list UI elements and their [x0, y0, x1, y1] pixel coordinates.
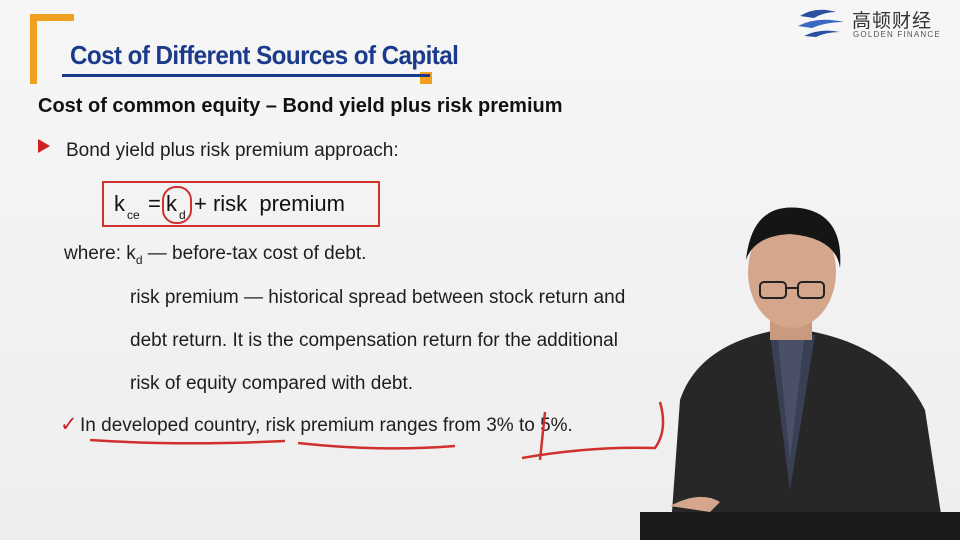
- presenter-figure: [640, 207, 960, 540]
- where-rest: — before-tax cost of debt.: [142, 243, 367, 264]
- slide-title: Cost of Different Sources of Capital: [70, 40, 459, 70]
- formula-rhs: + risk premium: [194, 191, 345, 216]
- where-prefix: where: k: [64, 243, 136, 264]
- check-mark-icon: ✓: [60, 413, 78, 436]
- definition-line-1: risk premium — historical spread between…: [130, 287, 626, 308]
- formula-lhs-sub: ce: [127, 208, 140, 222]
- formula-kd-sub: d: [179, 208, 186, 222]
- corner-bracket: [30, 14, 74, 84]
- title-underline: [62, 74, 430, 77]
- last-line: In developed country, risk premium range…: [80, 415, 573, 436]
- definition-line-2: debt return. It is the compensation retu…: [130, 330, 618, 351]
- arrow-bullet-icon: [38, 139, 50, 153]
- formula-equals: =: [148, 191, 161, 216]
- formula-kd: k: [166, 191, 177, 216]
- underline-developed-country: [89, 438, 286, 445]
- where-line: where: kd — before-tax cost of debt.: [64, 243, 366, 267]
- formula-lhs: k: [114, 191, 125, 216]
- definition-line-3: risk of equity compared with debt.: [130, 373, 414, 394]
- logo-chinese-text: 高顿财经: [852, 11, 933, 32]
- logo-english-text: GOLDEN FINANCE: [853, 30, 941, 39]
- brand-logo: 高顿财经 GOLDEN FINANCE: [796, 4, 956, 42]
- section-subtitle: Cost of common equity – Bond yield plus …: [38, 95, 563, 117]
- bullet-text: Bond yield plus risk premium approach:: [66, 140, 399, 161]
- kd-highlight-circle: [162, 186, 192, 224]
- where-sub: d: [135, 252, 143, 267]
- underline-risk-premium: [297, 441, 456, 450]
- formula-box: [102, 181, 380, 227]
- golden-finance-logo-icon: [798, 9, 844, 37]
